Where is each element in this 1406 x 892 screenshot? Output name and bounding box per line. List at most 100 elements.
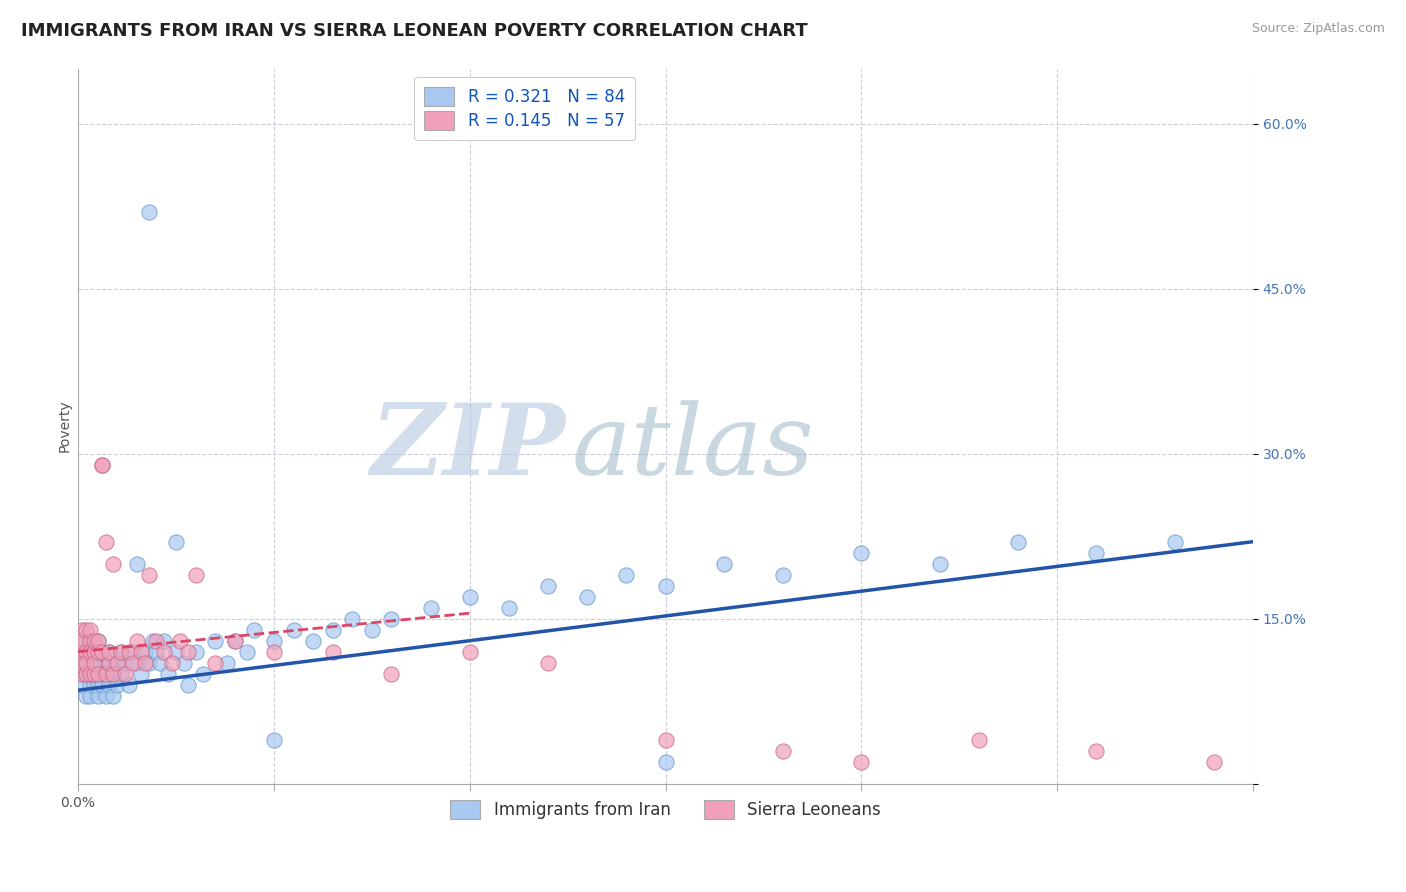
Point	[322, 645, 344, 659]
Point	[157, 666, 180, 681]
Point	[263, 633, 285, 648]
Point	[105, 678, 128, 692]
Point	[75, 656, 97, 670]
Point	[83, 656, 105, 670]
Point	[75, 666, 97, 681]
Point	[1164, 534, 1187, 549]
Legend: Immigrants from Iran, Sierra Leoneans: Immigrants from Iran, Sierra Leoneans	[444, 793, 887, 825]
Point	[86, 633, 108, 648]
Point	[86, 633, 108, 648]
Point	[1085, 744, 1108, 758]
Point	[498, 600, 520, 615]
Point	[79, 633, 101, 648]
Point	[79, 666, 101, 681]
Point	[118, 645, 141, 659]
Point	[235, 645, 257, 659]
Point	[79, 666, 101, 681]
Point	[928, 557, 950, 571]
Point	[105, 656, 128, 670]
Point	[79, 633, 101, 648]
Point	[177, 645, 200, 659]
Point	[153, 645, 176, 659]
Point	[967, 732, 990, 747]
Point	[1085, 546, 1108, 560]
Point	[153, 633, 176, 648]
Point	[86, 689, 108, 703]
Point	[193, 666, 215, 681]
Point	[302, 633, 325, 648]
Text: atlas: atlas	[572, 400, 814, 495]
Point	[70, 666, 93, 681]
Point	[160, 656, 183, 670]
Point	[79, 656, 101, 670]
Point	[98, 645, 121, 659]
Point	[103, 557, 125, 571]
Point	[851, 755, 873, 769]
Point	[129, 666, 152, 681]
Point	[772, 567, 794, 582]
Point	[576, 590, 599, 604]
Point	[110, 645, 132, 659]
Point	[90, 458, 112, 472]
Point	[380, 612, 402, 626]
Point	[134, 645, 156, 659]
Point	[98, 678, 121, 692]
Point	[118, 678, 141, 692]
Point	[360, 623, 382, 637]
Point	[616, 567, 638, 582]
Point	[90, 678, 112, 692]
Point	[1007, 534, 1029, 549]
Point	[70, 666, 93, 681]
Point	[83, 678, 105, 692]
Point	[94, 666, 117, 681]
Point	[419, 600, 441, 615]
Point	[224, 633, 246, 648]
Point	[90, 645, 112, 659]
Y-axis label: Poverty: Poverty	[58, 400, 72, 452]
Point	[224, 633, 246, 648]
Point	[110, 645, 132, 659]
Point	[94, 666, 117, 681]
Point	[654, 755, 676, 769]
Point	[70, 633, 93, 648]
Point	[243, 623, 266, 637]
Point	[75, 666, 97, 681]
Point	[138, 567, 160, 582]
Point	[79, 678, 101, 692]
Point	[86, 645, 108, 659]
Point	[149, 656, 172, 670]
Point	[75, 645, 97, 659]
Point	[75, 689, 97, 703]
Point	[184, 567, 207, 582]
Point	[75, 633, 97, 648]
Point	[173, 656, 195, 670]
Point	[83, 666, 105, 681]
Point	[263, 645, 285, 659]
Point	[204, 633, 226, 648]
Point	[177, 678, 200, 692]
Point	[105, 656, 128, 670]
Point	[90, 666, 112, 681]
Point	[537, 579, 560, 593]
Point	[79, 689, 101, 703]
Point	[103, 666, 125, 681]
Point	[83, 645, 105, 659]
Point	[86, 656, 108, 670]
Point	[75, 656, 97, 670]
Point	[98, 656, 121, 670]
Point	[103, 666, 125, 681]
Point	[70, 645, 93, 659]
Text: IMMIGRANTS FROM IRAN VS SIERRA LEONEAN POVERTY CORRELATION CHART: IMMIGRANTS FROM IRAN VS SIERRA LEONEAN P…	[21, 22, 808, 40]
Point	[165, 645, 187, 659]
Point	[86, 666, 108, 681]
Point	[713, 557, 735, 571]
Point	[122, 656, 145, 670]
Point	[90, 645, 112, 659]
Point	[75, 645, 97, 659]
Point	[114, 666, 136, 681]
Point	[114, 656, 136, 670]
Point	[94, 689, 117, 703]
Point	[110, 666, 132, 681]
Point	[138, 656, 160, 670]
Point	[654, 579, 676, 593]
